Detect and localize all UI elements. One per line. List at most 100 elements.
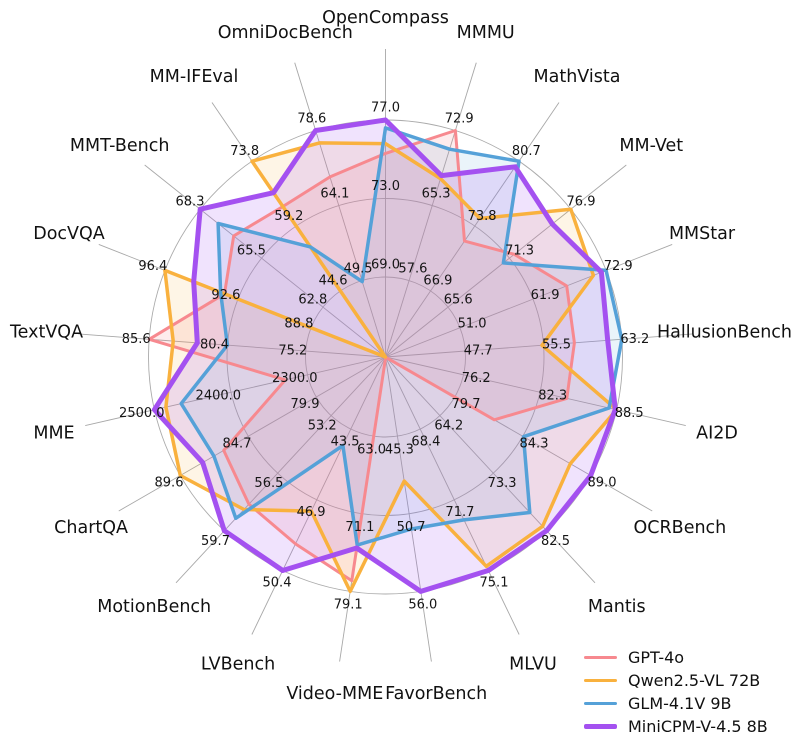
series-line-MiniCPM-V-4.5 8B — [151, 117, 618, 594]
axis-label: MMT-Bench — [70, 136, 170, 156]
tick-label: 75.1 — [480, 576, 509, 591]
axis-label: Mantis — [588, 597, 646, 617]
axis-spoke — [385, 356, 686, 426]
series-line-GLM-4.1V 9B — [179, 126, 624, 547]
tick-label: 2500.0 — [119, 406, 165, 421]
series-line-GPT-4o — [147, 129, 576, 583]
tick-label: 68.3 — [176, 195, 205, 210]
tick-label: 65.5 — [237, 244, 266, 259]
legend-label: Qwen2.5-VL 72B — [628, 671, 761, 690]
tick-label: 50.4 — [263, 576, 292, 591]
axis-spoke — [175, 356, 386, 584]
axis-label: MLVU — [509, 654, 557, 674]
tick-label: 72.9 — [445, 112, 474, 127]
tick-label: 65.3 — [422, 187, 451, 202]
tick-label: 49.5 — [344, 262, 373, 277]
tick-label: 45.3 — [385, 443, 414, 458]
tick-label: 89.6 — [155, 476, 184, 491]
tick-label: 75.2 — [278, 344, 307, 359]
axis-spoke — [385, 164, 627, 358]
axis-spoke — [385, 356, 432, 662]
axis-label: ChartQA — [54, 518, 128, 538]
tick-label: 92.6 — [211, 288, 240, 303]
tick-label: 46.9 — [297, 505, 326, 520]
legend-swatch-icon — [584, 656, 617, 659]
tick-label: 43.5 — [331, 434, 360, 449]
axis-spoke — [385, 356, 596, 584]
tick-label: 2300.0 — [272, 371, 318, 386]
axis-label: OpenCompass — [322, 8, 449, 28]
tick-label: 62.8 — [298, 293, 327, 308]
axis-label: Video-MME — [286, 684, 383, 704]
legend: GPT-4o Qwen2.5-VL 72B GLM-4.1V 9B MiniCPM-V… — [584, 647, 768, 737]
legend-item: MiniCPM-V-4.5 8B — [584, 716, 768, 737]
series-line-Qwen2.5-VL 72B — [163, 141, 619, 594]
tick-label: 78.6 — [297, 112, 326, 127]
tick-label: 76.9 — [567, 195, 596, 210]
tick-label: 88.8 — [284, 317, 313, 332]
axis-label: MME — [33, 424, 74, 444]
axis-spoke — [85, 356, 386, 426]
axis-label: MMStar — [669, 224, 736, 244]
legend-item: Qwen2.5-VL 72B — [584, 670, 768, 691]
axis-label: HallusionBench — [657, 323, 792, 343]
tick-label: 57.6 — [398, 262, 427, 277]
axis-spoke — [385, 333, 693, 358]
legend-label: MiniCPM-V-4.5 8B — [628, 717, 768, 736]
axis-spoke — [144, 164, 386, 358]
series-fill-GLM-4.1V 9B — [181, 127, 622, 546]
tick-label: 73.8 — [230, 144, 259, 159]
tick-label: 80.7 — [512, 144, 541, 159]
tick-label: 84.7 — [223, 436, 252, 451]
tick-label: 63.0 — [357, 443, 386, 458]
tick-label: 51.0 — [458, 317, 487, 332]
tick-label: 47.7 — [464, 344, 493, 359]
axis-spoke — [385, 356, 520, 635]
tick-label: 71.1 — [345, 520, 374, 535]
legend-item: GLM-4.1V 9B — [584, 693, 768, 714]
axis-spoke — [78, 333, 386, 358]
tick-label: 76.2 — [462, 371, 491, 386]
axis-spoke — [385, 102, 560, 358]
tick-label: 2400.0 — [196, 389, 242, 404]
legend-swatch-icon — [584, 724, 617, 729]
tick-label: 77.0 — [371, 101, 400, 116]
tick-label: 82.5 — [541, 534, 570, 549]
tick-label: 79.1 — [334, 598, 363, 613]
tick-label: 73.0 — [371, 179, 400, 194]
tick-label: 65.6 — [444, 293, 473, 308]
axis-label: MM-IFEval — [150, 67, 239, 87]
tick-label: 53.2 — [308, 419, 337, 434]
axis-spoke — [385, 244, 673, 358]
tick-label: 59.7 — [201, 534, 230, 549]
tick-label: 89.0 — [588, 476, 617, 491]
tick-label: 56.5 — [254, 476, 283, 491]
axis-label: OCRBench — [634, 518, 727, 538]
tick-label: 79.7 — [452, 397, 481, 412]
tick-label: 82.3 — [538, 389, 567, 404]
tick-label: 71.3 — [505, 244, 534, 259]
legend-swatch-icon — [584, 678, 617, 683]
tick-label: 56.0 — [408, 598, 437, 613]
tick-label: 63.2 — [620, 332, 649, 347]
axis-label: MM-Vet — [619, 136, 683, 156]
tick-label: 73.8 — [468, 209, 497, 224]
tick-label: 68.4 — [411, 434, 440, 449]
legend-label: GPT-4o — [628, 648, 685, 667]
axis-label: TextVQA — [9, 323, 83, 343]
tick-label: 50.7 — [397, 520, 426, 535]
axis-spoke — [385, 62, 477, 358]
tick-label: 84.3 — [520, 436, 549, 451]
axis-label: DocVQA — [33, 224, 105, 244]
tick-label: 73.3 — [488, 476, 517, 491]
tick-label: 79.9 — [291, 397, 320, 412]
legend-item: GPT-4o — [584, 647, 768, 668]
legend-label: GLM-4.1V 9B — [628, 694, 732, 713]
tick-label: 72.9 — [604, 259, 633, 274]
axis-label: FavorBench — [385, 684, 487, 704]
tick-label: 96.4 — [138, 259, 167, 274]
axis-label: AI2D — [696, 424, 738, 444]
tick-label: 64.1 — [320, 187, 349, 202]
